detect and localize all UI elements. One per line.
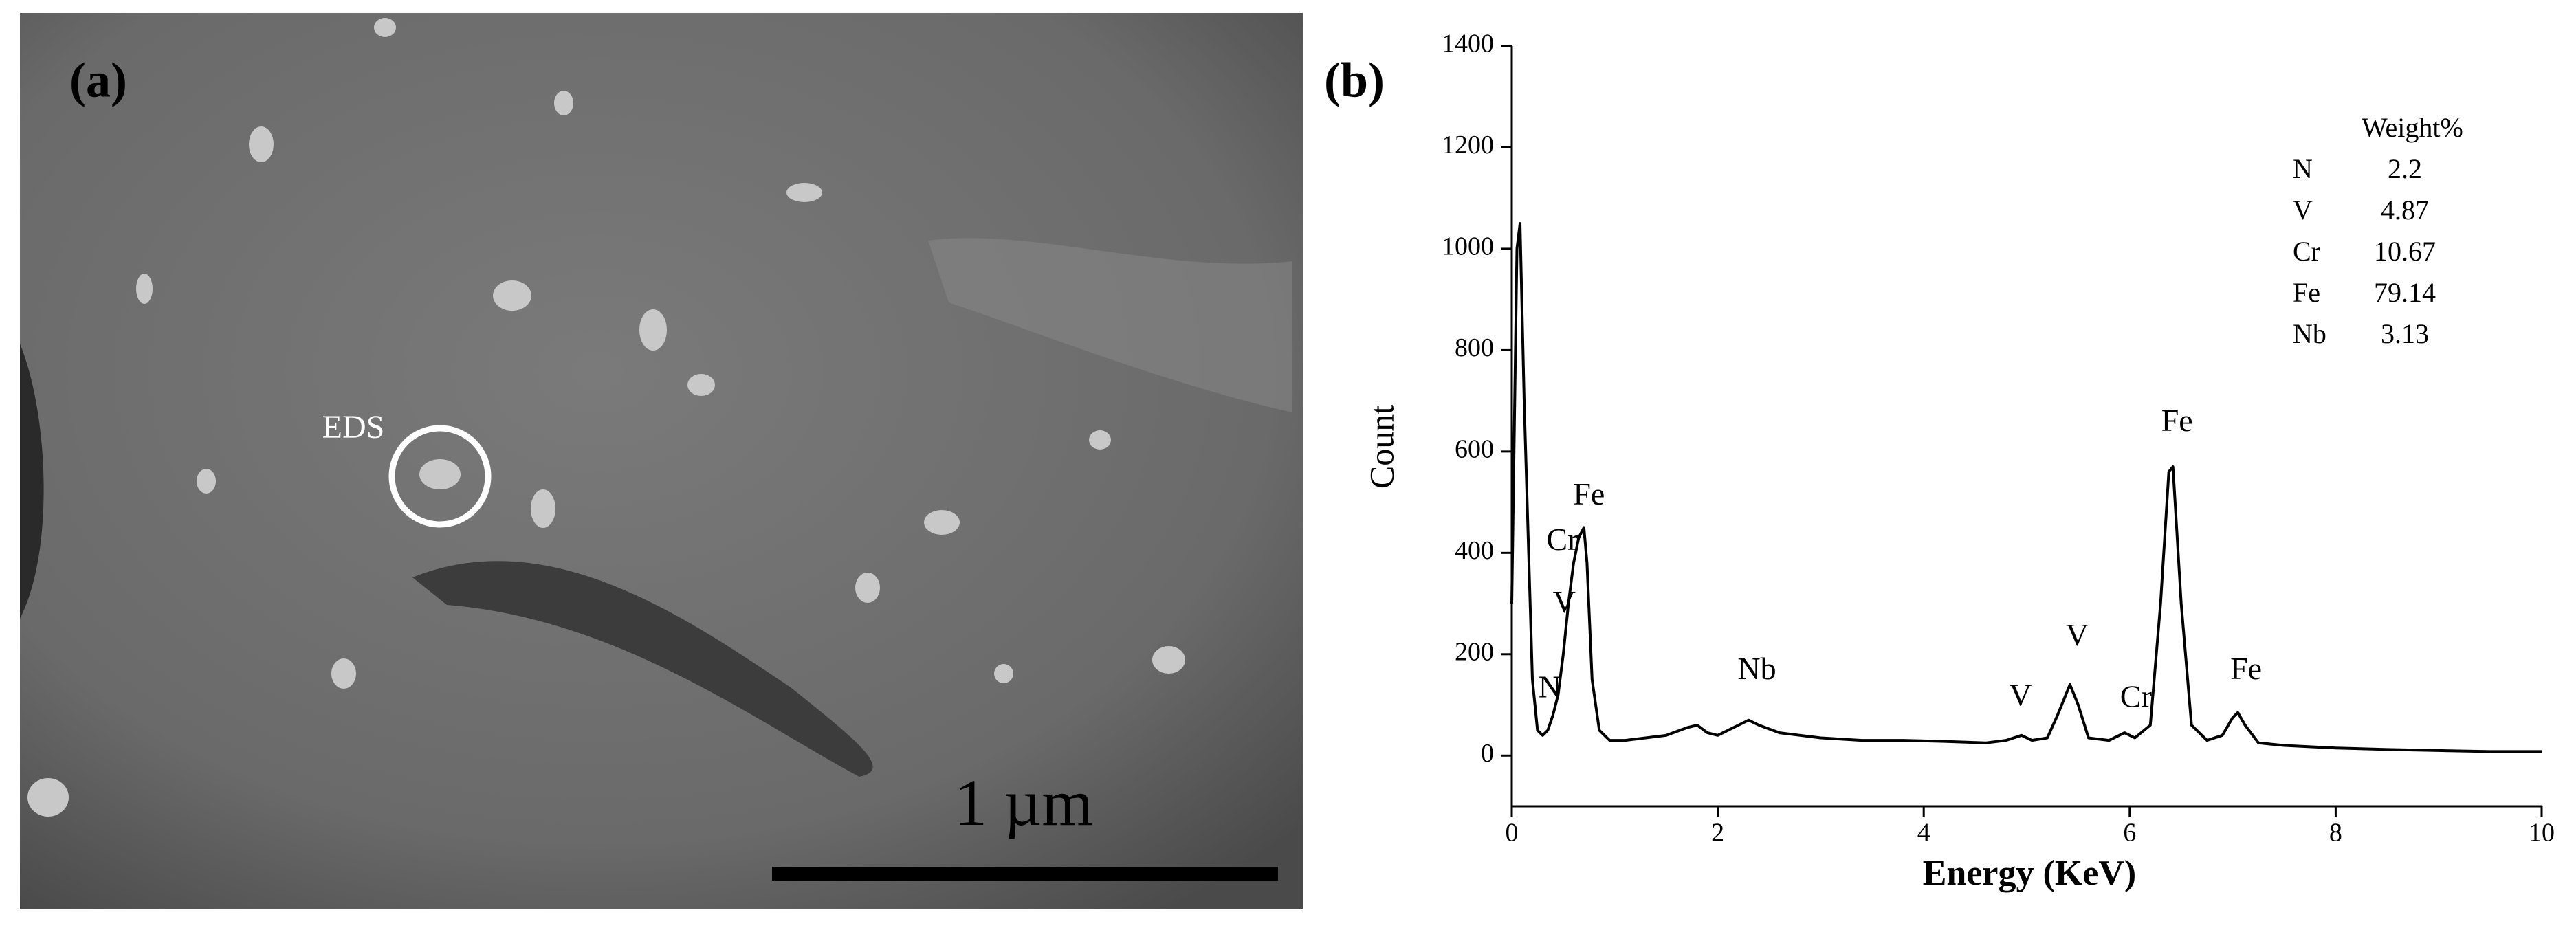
table-element: Cr <box>2293 236 2320 267</box>
scale-bar <box>772 867 1278 881</box>
peak-label: Cr <box>1546 522 1578 557</box>
y-tick-label: 0 <box>1481 739 1494 768</box>
table-value: 3.13 <box>2381 318 2429 349</box>
sem-edge <box>20 344 44 619</box>
peak-label: V <box>1553 584 1576 619</box>
eds-circle <box>388 425 492 528</box>
sem-background <box>20 13 1303 909</box>
table-value: 4.87 <box>2381 195 2429 225</box>
table-element: Nb <box>2293 318 2326 349</box>
table-value: 2.2 <box>2388 153 2422 184</box>
peak-label: N <box>1539 669 1561 705</box>
y-tick-label: 1200 <box>1442 131 1494 159</box>
table-element: V <box>2293 195 2313 225</box>
sem-ridge <box>928 238 1292 412</box>
y-tick-label: 800 <box>1455 333 1494 362</box>
table-value: 79.14 <box>2374 277 2436 308</box>
y-tick-label: 600 <box>1455 435 1494 464</box>
scale-bar-label: 1 µm <box>954 766 1093 839</box>
peak-label: Fe <box>2230 651 2262 686</box>
panel-label: (a) <box>69 53 127 108</box>
sem-image: (a) EDS 1 µm <box>20 13 1303 909</box>
y-tick-label: 1400 <box>1442 30 1494 58</box>
x-tick-label: 10 <box>2529 819 2555 848</box>
peak-label: Cr <box>2120 679 2152 714</box>
peak-label: Nb <box>1737 651 1776 686</box>
table-header: Weight% <box>2362 112 2463 143</box>
peak-label: V <box>2009 678 2032 713</box>
x-tick-label: 8 <box>2329 819 2342 848</box>
table-element: N <box>2293 153 2313 184</box>
sem-particles <box>27 18 1185 817</box>
peak-label: V <box>2066 617 2089 652</box>
y-tick-label: 1000 <box>1442 232 1494 261</box>
x-tick-label: 0 <box>1506 819 1519 848</box>
x-tick-label: 6 <box>2123 819 2136 848</box>
sem-crack <box>412 561 873 777</box>
panel-label: (b) <box>1324 53 1385 108</box>
peak-label: Fe <box>2161 403 2193 438</box>
y-tick-label: 200 <box>1455 638 1494 667</box>
spectrum-line <box>1510 222 2542 753</box>
eds-label: EDS <box>322 409 385 445</box>
peak-label: Fe <box>1573 476 1605 511</box>
table-element: Fe <box>2293 277 2320 308</box>
table-value: 10.67 <box>2374 236 2436 267</box>
x-tick-label: 4 <box>1917 819 1930 848</box>
y-tick-label: 400 <box>1455 536 1494 565</box>
x-tick-label: 2 <box>1711 819 1724 848</box>
y-axis-title: Count <box>1362 405 1400 489</box>
x-axis-title: Energy (KeV) <box>1923 854 2136 893</box>
